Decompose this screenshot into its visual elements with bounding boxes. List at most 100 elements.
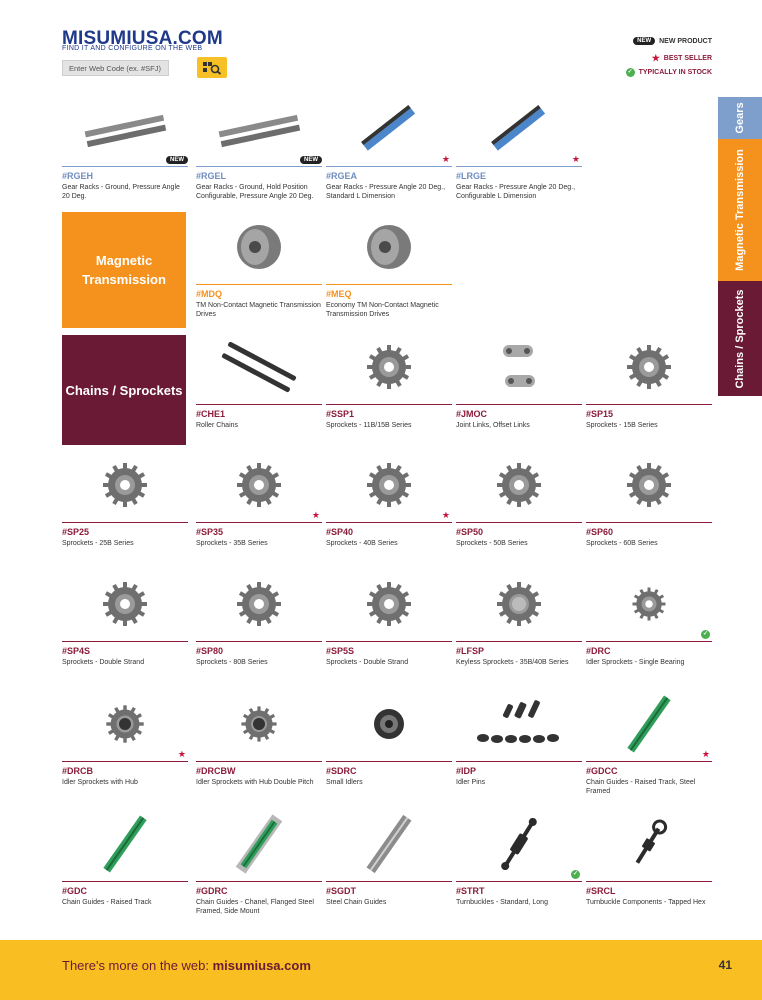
- brand-logo[interactable]: MISUMIUSA.COM: [62, 28, 223, 49]
- product-image: ★: [196, 448, 322, 522]
- product-sp5s[interactable]: #SP5S Sprockets - Double Strand: [326, 567, 452, 667]
- product-code[interactable]: #DRCBW: [196, 766, 236, 776]
- new-badge: NEW: [300, 156, 322, 164]
- product-gdc[interactable]: #GDC Chain Guides - Raised Track: [62, 807, 188, 907]
- product-che1[interactable]: #CHE1 Roller Chains: [196, 330, 322, 430]
- product-code[interactable]: #DRC: [586, 646, 611, 656]
- product-code[interactable]: #RGEL: [196, 171, 227, 181]
- product-srcl[interactable]: #SRCL Turnbuckle Components - Tapped Hex: [586, 807, 712, 907]
- product-image: [456, 567, 582, 641]
- product-sp50[interactable]: #SP50 Sprockets - 50B Series: [456, 448, 582, 548]
- product-image: [326, 807, 452, 881]
- best-seller-star-icon: ★: [441, 510, 450, 520]
- product-drcb[interactable]: ★ #DRCB Idler Sprockets with Hub: [62, 687, 188, 787]
- product-image: [62, 448, 188, 522]
- product-code[interactable]: #SSP1: [326, 409, 355, 419]
- product-code[interactable]: #MDQ: [196, 289, 223, 299]
- product-description: Idler Sprockets with Hub: [62, 779, 138, 786]
- product-image: [586, 807, 712, 881]
- product-sp60[interactable]: #SP60 Sprockets - 60B Series: [586, 448, 712, 548]
- product-code[interactable]: #SRCL: [586, 886, 616, 896]
- product-code[interactable]: #RGEA: [326, 171, 358, 181]
- product-meq[interactable]: #MEQ Economy TM Non-Contact Magnetic Tra…: [326, 210, 452, 319]
- product-sp15[interactable]: #SP15 Sprockets - 15B Series: [586, 330, 712, 430]
- product-sdrc[interactable]: #SDRC Small Idlers: [326, 687, 452, 787]
- product-code[interactable]: #DRCB: [62, 766, 94, 776]
- product-code[interactable]: #GDRC: [196, 886, 228, 896]
- product-gdrc[interactable]: #GDRC Chain Guides - Chanel, Flanged Ste…: [196, 807, 322, 916]
- in-stock-check-icon: ✓: [571, 870, 580, 879]
- product-mdq[interactable]: #MDQ TM Non-Contact Magnetic Transmissio…: [196, 210, 322, 319]
- product-code[interactable]: #SP15: [586, 409, 614, 419]
- legend-best-seller: ★ BEST SELLER: [652, 53, 712, 64]
- product-code[interactable]: #SP40: [326, 527, 354, 537]
- side-tab-chains-sprockets[interactable]: Chains / Sprockets: [718, 281, 762, 396]
- product-code[interactable]: #SGDT: [326, 886, 357, 896]
- product-drcbw[interactable]: #DRCBW Idler Sprockets with Hub Double P…: [196, 687, 322, 787]
- product-description: Gear Racks - Pressure Angle 20 Deg., Con…: [456, 184, 576, 200]
- product-description: Gear Racks - Pressure Angle 20 Deg., Sta…: [326, 184, 446, 200]
- product-strt[interactable]: ✓ #STRT Turnbuckles - Standard, Long: [456, 807, 582, 907]
- product-description: Chain Guides - Raised Track: [62, 899, 152, 906]
- product-code[interactable]: #GDCC: [586, 766, 618, 776]
- product-description: Idler Pins: [456, 779, 486, 786]
- product-sp4s[interactable]: #SP4S Sprockets - Double Strand: [62, 567, 188, 667]
- search-button[interactable]: [197, 57, 227, 78]
- product-code[interactable]: #SP35: [196, 527, 224, 537]
- product-code[interactable]: #SDRC: [326, 766, 357, 776]
- product-sp25[interactable]: #SP25 Sprockets - 25B Series: [62, 448, 188, 548]
- product-code[interactable]: #SP5S: [326, 646, 355, 656]
- product-sgdt[interactable]: #SGDT Steel Chain Guides: [326, 807, 452, 907]
- product-code[interactable]: #JMOC: [456, 409, 488, 419]
- in-stock-check-icon: ✓: [701, 630, 710, 639]
- product-code[interactable]: #CHE1: [196, 409, 226, 419]
- product-code[interactable]: #LRGE: [456, 171, 487, 181]
- product-gdcc[interactable]: ★ #GDCC Chain Guides - Raised Track, Ste…: [586, 687, 712, 796]
- product-rgel[interactable]: NEW #RGEL Gear Racks - Ground, Hold Posi…: [196, 92, 322, 201]
- product-image: [456, 330, 582, 404]
- product-idp[interactable]: #IDP Idler Pins: [456, 687, 582, 787]
- product-code[interactable]: #IDP: [456, 766, 477, 776]
- product-rgeh[interactable]: NEW #RGEH Gear Racks - Ground, Pressure …: [62, 92, 188, 201]
- product-code[interactable]: #SP25: [62, 527, 90, 537]
- product-code[interactable]: #RGEH: [62, 171, 94, 181]
- product-code[interactable]: #SP4S: [62, 646, 91, 656]
- legend-new-product: NEW NEW PRODUCT: [633, 37, 712, 45]
- product-description: Sprockets - 15B Series: [586, 422, 658, 429]
- product-code[interactable]: #LFSP: [456, 646, 485, 656]
- product-description: Sprockets - Double Strand: [326, 659, 409, 666]
- category-chains-sprockets[interactable]: Chains / Sprockets: [62, 335, 186, 445]
- product-image: [196, 330, 322, 404]
- product-code[interactable]: #GDC: [62, 886, 88, 896]
- product-lfsp[interactable]: #LFSP Keyless Sprockets - 35B/40B Series: [456, 567, 582, 667]
- product-description: Sprockets - 11B/15B Series: [326, 422, 412, 429]
- product-code[interactable]: #SP60: [586, 527, 614, 537]
- product-lrge[interactable]: ★ #LRGE Gear Racks - Pressure Angle 20 D…: [456, 92, 582, 201]
- best-seller-star-icon: ★: [177, 749, 186, 759]
- product-drc[interactable]: ✓ #DRC Idler Sprockets - Single Bearing: [586, 567, 712, 667]
- product-rgea[interactable]: ★ #RGEA Gear Racks - Pressure Angle 20 D…: [326, 92, 452, 201]
- product-sp80[interactable]: #SP80 Sprockets - 80B Series: [196, 567, 322, 667]
- product-image: [326, 567, 452, 641]
- product-code[interactable]: #MEQ: [326, 289, 352, 299]
- product-jmoc[interactable]: #JMOC Joint Links, Offset Links: [456, 330, 582, 430]
- product-code[interactable]: #SP80: [196, 646, 224, 656]
- product-description: Sprockets - 35B Series: [196, 540, 268, 547]
- product-image: ✓: [586, 567, 712, 641]
- product-sp40[interactable]: ★ #SP40 Sprockets - 40B Series: [326, 448, 452, 548]
- product-description: Keyless Sprockets - 35B/40B Series: [456, 659, 569, 666]
- product-image: [196, 807, 322, 881]
- product-code[interactable]: #STRT: [456, 886, 485, 896]
- product-sp35[interactable]: ★ #SP35 Sprockets - 35B Series: [196, 448, 322, 548]
- web-code-search-input[interactable]: Enter Web Code (ex. #SFJ): [62, 60, 169, 76]
- product-image: ★: [326, 92, 452, 166]
- product-ssp1[interactable]: #SSP1 Sprockets - 11B/15B Series: [326, 330, 452, 430]
- side-tab-gears[interactable]: Gears: [718, 97, 762, 139]
- product-image: [326, 330, 452, 404]
- footer-url-link[interactable]: misumiusa.com: [212, 958, 311, 973]
- product-description: Economy TM Non-Contact Magnetic Transmis…: [326, 302, 439, 318]
- side-tab-magnetic-transmission[interactable]: Magnetic Transmission: [718, 139, 762, 281]
- category-magnetic-transmission[interactable]: Magnetic Transmission: [62, 212, 186, 328]
- product-code[interactable]: #SP50: [456, 527, 484, 537]
- product-image: ★: [326, 448, 452, 522]
